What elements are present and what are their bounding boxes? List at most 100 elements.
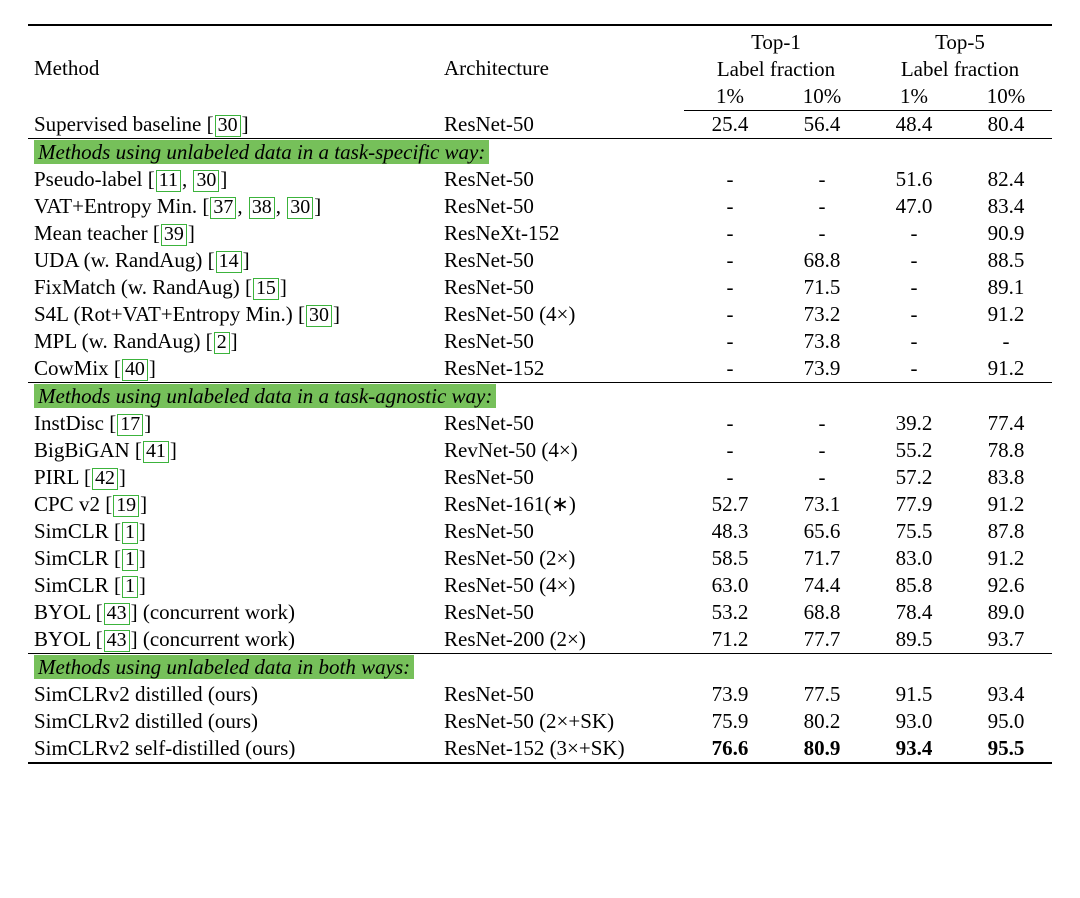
citation-ref[interactable]: 19 <box>113 495 139 517</box>
citation-ref[interactable]: 2 <box>214 332 230 354</box>
cell-value: 52.7 <box>684 491 776 518</box>
cell-method: BYOL [43] (concurrent work) <box>28 626 438 654</box>
table-row: VAT+Entropy Min. [37, 38, 30]ResNet-50--… <box>28 193 1052 220</box>
cell-architecture: ResNet-152 <box>438 355 684 383</box>
cell-value: 85.8 <box>868 572 960 599</box>
citation-ref[interactable]: 42 <box>92 468 118 490</box>
cell-value: 39.2 <box>868 410 960 437</box>
citation-ref[interactable]: 1 <box>122 549 138 571</box>
cell-value: 91.2 <box>960 545 1052 572</box>
cell-value: 77.4 <box>960 410 1052 437</box>
cell-architecture: ResNet-50 <box>438 681 684 708</box>
cell-value: - <box>868 301 960 328</box>
cell-value: 91.2 <box>960 301 1052 328</box>
cell-method: BYOL [43] (concurrent work) <box>28 599 438 626</box>
table-header: Method Architecture Top-1 Top-5 Label fr… <box>28 25 1052 111</box>
citation-ref[interactable]: 41 <box>143 441 169 463</box>
cell-method: VAT+Entropy Min. [37, 38, 30] <box>28 193 438 220</box>
cell-value: 89.0 <box>960 599 1052 626</box>
table-row: FixMatch (w. RandAug) [15]ResNet-50-71.5… <box>28 274 1052 301</box>
cell-method: S4L (Rot+VAT+Entropy Min.) [30] <box>28 301 438 328</box>
cell-value: 25.4 <box>684 111 776 139</box>
citation-ref[interactable]: 40 <box>122 359 148 381</box>
citation-ref[interactable]: 43 <box>104 603 130 625</box>
citation-ref[interactable]: 11 <box>156 170 181 192</box>
citation-ref[interactable]: 37 <box>210 197 236 219</box>
cell-value: 77.5 <box>776 681 868 708</box>
citation-ref[interactable]: 30 <box>215 115 241 137</box>
cell-value: 89.1 <box>960 274 1052 301</box>
table-row: SimCLR [1]ResNet-5048.365.675.587.8 <box>28 518 1052 545</box>
cell-architecture: ResNet-50 (4×) <box>438 572 684 599</box>
cell-value: 93.4 <box>868 735 960 763</box>
cell-value: - <box>868 274 960 301</box>
citation-ref[interactable]: 30 <box>193 170 219 192</box>
cell-value: 89.5 <box>868 626 960 654</box>
col-top1-1pct: 1% <box>684 83 776 111</box>
results-table: Method Architecture Top-1 Top-5 Label fr… <box>28 24 1052 764</box>
table-row: SimCLR [1]ResNet-50 (4×)63.074.485.892.6 <box>28 572 1052 599</box>
cell-method: Pseudo-label [11, 30] <box>28 166 438 193</box>
cell-value: - <box>684 410 776 437</box>
table-row: InstDisc [17]ResNet-50--39.277.4 <box>28 410 1052 437</box>
citation-ref[interactable]: 38 <box>249 197 275 219</box>
cell-value: 74.4 <box>776 572 868 599</box>
cell-method: SimCLR [1] <box>28 545 438 572</box>
col-top5-10pct: 10% <box>960 83 1052 111</box>
cell-method: InstDisc [17] <box>28 410 438 437</box>
cell-value: 68.8 <box>776 599 868 626</box>
cell-method: Supervised baseline [30] <box>28 111 438 139</box>
cell-architecture: ResNet-50 <box>438 599 684 626</box>
cell-method: Mean teacher [39] <box>28 220 438 247</box>
citation-ref[interactable]: 14 <box>216 251 242 273</box>
cell-value: - <box>868 220 960 247</box>
cell-method: CowMix [40] <box>28 355 438 383</box>
col-group-top1: Top-1 <box>684 25 868 56</box>
citation-ref[interactable]: 15 <box>253 278 279 300</box>
cell-value: - <box>684 193 776 220</box>
table-row: S4L (Rot+VAT+Entropy Min.) [30]ResNet-50… <box>28 301 1052 328</box>
citation-ref[interactable]: 30 <box>287 197 313 219</box>
cell-value: 80.9 <box>776 735 868 763</box>
cell-value: 73.9 <box>776 355 868 383</box>
col-top5-1pct: 1% <box>868 83 960 111</box>
col-top1-label-fraction: Label fraction <box>684 56 868 83</box>
table-row: SimCLRv2 distilled (ours)ResNet-5073.977… <box>28 681 1052 708</box>
citation-ref[interactable]: 1 <box>122 576 138 598</box>
cell-value: 75.5 <box>868 518 960 545</box>
cell-value: - <box>684 220 776 247</box>
cell-method: CPC v2 [19] <box>28 491 438 518</box>
cell-value: - <box>776 166 868 193</box>
cell-value: 82.4 <box>960 166 1052 193</box>
cell-method: FixMatch (w. RandAug) [15] <box>28 274 438 301</box>
cell-value: 51.6 <box>868 166 960 193</box>
citation-ref[interactable]: 39 <box>161 224 187 246</box>
cell-method: SimCLR [1] <box>28 518 438 545</box>
cell-value: 77.9 <box>868 491 960 518</box>
cell-value: 95.0 <box>960 708 1052 735</box>
cell-method: MPL (w. RandAug) [2] <box>28 328 438 355</box>
cell-value: - <box>868 247 960 274</box>
citation-ref[interactable]: 1 <box>122 522 138 544</box>
table-row: UDA (w. RandAug) [14]ResNet-50-68.8-88.5 <box>28 247 1052 274</box>
citation-ref[interactable]: 30 <box>306 305 332 327</box>
cell-value: 73.2 <box>776 301 868 328</box>
cell-value: 91.5 <box>868 681 960 708</box>
cell-architecture: ResNet-200 (2×) <box>438 626 684 654</box>
cell-value: 71.5 <box>776 274 868 301</box>
cell-value: - <box>776 437 868 464</box>
cell-method: SimCLRv2 distilled (ours) <box>28 708 438 735</box>
cell-value: 93.4 <box>960 681 1052 708</box>
cell-value: - <box>684 274 776 301</box>
table-row: PIRL [42]ResNet-50--57.283.8 <box>28 464 1052 491</box>
table-row: BigBiGAN [41]RevNet-50 (4×)--55.278.8 <box>28 437 1052 464</box>
cell-value: 73.1 <box>776 491 868 518</box>
section-header: Methods using unlabeled data in a task-s… <box>28 139 1052 167</box>
citation-ref[interactable]: 17 <box>117 414 143 436</box>
cell-value: 83.4 <box>960 193 1052 220</box>
cell-value: 58.5 <box>684 545 776 572</box>
cell-method: SimCLR [1] <box>28 572 438 599</box>
col-architecture: Architecture <box>438 25 684 111</box>
citation-ref[interactable]: 43 <box>104 630 130 652</box>
cell-value: 73.8 <box>776 328 868 355</box>
